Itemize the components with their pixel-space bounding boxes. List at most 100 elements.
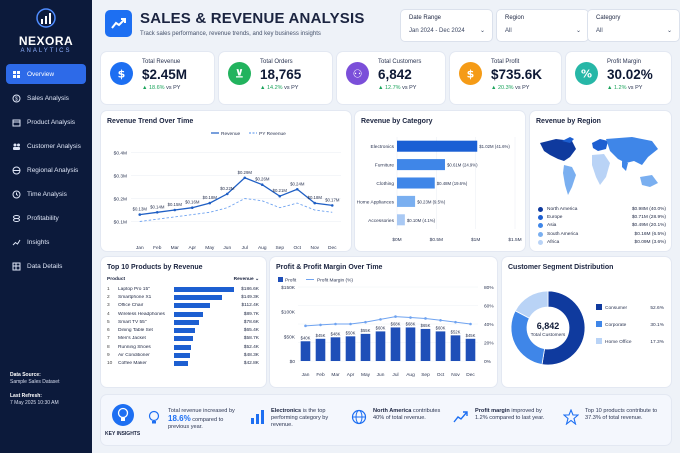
product-name: Air Conditioner (118, 353, 150, 359)
chevron-down-icon: ⌄ (479, 28, 485, 34)
kpi-delta-suffix: vs PY (284, 85, 299, 91)
region-value: $0.71M (28.9%) (631, 214, 666, 220)
sidebar-item-customer-analysis[interactable]: Customer Analysis (6, 136, 86, 156)
margin-point (304, 324, 307, 328)
sidebar-item-label: Time Analysis (27, 190, 67, 198)
region-legend-row: Africa $0.09M (3.6%) (538, 238, 666, 246)
margin-point (424, 317, 427, 320)
legend-swatch (538, 239, 543, 245)
sidebar-item-label: Product Analysis (27, 118, 76, 126)
data-point (243, 176, 247, 180)
table-header: Product Revenue ⌄ (107, 277, 259, 282)
trend-icon (12, 239, 21, 245)
dollar-icon: $ (110, 62, 133, 85)
users-icon (13, 143, 20, 150)
x-tick-label: Oct (437, 372, 445, 378)
brand-sub: ANALYTICS (20, 48, 72, 54)
revenue-bar-track (174, 344, 234, 350)
date-range-filter[interactable]: Date Range Jan 2024 - Dec 2024 ⌄ (401, 10, 492, 41)
region-filter[interactable]: Region All ⌄ (497, 10, 588, 41)
data-label: $0.29M (238, 170, 253, 175)
kpi-delta-suffix: vs PY (628, 85, 643, 91)
profit-bar (450, 335, 461, 361)
header-chart-icon (105, 10, 132, 37)
sidebar-item-data-details[interactable]: Data Details (6, 256, 86, 276)
table-row: 5 Smart TV 55" $78.6K (107, 318, 259, 326)
category-filter[interactable]: Category All ⌄ (588, 10, 679, 41)
chevron-down-icon: ⌄ (575, 28, 581, 34)
data-label: $55K (361, 328, 371, 333)
svg-text:⊻: ⊻ (235, 68, 244, 81)
sidebar-item-insights[interactable]: Insights (6, 232, 86, 252)
revenue-value: $89.7K (243, 311, 259, 317)
data-label: $0.17M (325, 197, 340, 202)
sidebar-item-regional-analysis[interactable]: Regional Analysis (6, 160, 86, 180)
insight-item: Profit margin improved by 1.2% compared … (453, 406, 553, 436)
revenue-value: $186.6K (241, 286, 259, 292)
sidebar: NEXORA ANALYTICS Overview $ Sales Analysis… (0, 0, 92, 453)
kpi-value: $2.45M (142, 67, 188, 82)
bulb-icon (148, 410, 160, 424)
insight-item: Top 10 products contribute to 37.3% of t… (563, 406, 663, 436)
sidebar-item-time-analysis[interactable]: Time Analysis (6, 184, 86, 204)
sidebar-item-profitability[interactable]: Profitability (6, 208, 86, 228)
kpi-label: Total Orders (260, 59, 293, 65)
revenue-bar-track (174, 286, 234, 292)
kpi-delta: ▲ 20.3% vs PY (491, 85, 529, 91)
y-tick-label: $0.2M (114, 197, 127, 203)
x-tick-label: Jul (242, 245, 248, 251)
data-label: $0.22M (220, 186, 235, 191)
svg-text:⚇: ⚇ (353, 68, 363, 81)
sidebar-item-sales-analysis[interactable]: $ Sales Analysis (6, 88, 86, 108)
insight-item: Total revenue increased by 18.6% compared… (146, 406, 246, 436)
sidebar-nav: Overview $ Sales Analysis Product Analysis C… (6, 64, 86, 280)
x-tick-label: Oct (294, 245, 302, 251)
profit-bar (465, 338, 476, 361)
category-label: Home Appliances (357, 199, 395, 205)
svg-text:$: $ (15, 96, 18, 102)
sidebar-item-overview[interactable]: Overview (6, 64, 86, 84)
svg-text:$: $ (467, 68, 475, 81)
region-name: North America (547, 206, 578, 212)
table-row: 6 Dining Table Set $65.4K (107, 326, 259, 334)
table-row: 2 Smartphone X1 $149.3K (107, 293, 259, 301)
revenue-col-header[interactable]: Revenue ⌄ (233, 277, 259, 282)
margin-point (334, 322, 337, 326)
table-row: 7 Men's Jacket $58.7K (107, 335, 259, 343)
sidebar-item-product-analysis[interactable]: Product Analysis (6, 112, 86, 132)
profit-card: Profit & Profit Margin Over Time Profit P… (270, 257, 497, 387)
x-tick-label: Nov (451, 372, 460, 378)
y-right-tick: 40% (484, 322, 494, 328)
x-tick-label: Dec (466, 372, 475, 378)
revenue-value: $65.4K (243, 328, 259, 334)
revenue-value: $78.6K (243, 319, 259, 325)
page-title: SALES & REVENUE ANALYSIS (140, 10, 365, 27)
product-name: Smartphone X1 (118, 294, 152, 300)
kpi-card-total-orders: ⊻ Total Orders 18,765 ▲ 14.2% vs PY (219, 52, 332, 104)
x-tick-label: Jan (136, 245, 144, 251)
revenue-trend-card: Revenue Trend Over Time Revenue PY Revenu… (101, 111, 351, 251)
data-label: $60K (436, 325, 446, 330)
x-tick-label: Apr (189, 245, 197, 251)
chart-title: Revenue by Category (361, 118, 433, 125)
data-label: $50K (346, 330, 356, 335)
world-map (540, 137, 658, 195)
region-name: Europe (547, 214, 563, 220)
filter-label: Category (596, 15, 621, 21)
grid-icon (13, 70, 20, 78)
filter-value: Jan 2024 - Dec 2024 (409, 28, 465, 34)
legend-value: 52.6% (650, 305, 664, 311)
insight-text: Profit margin improved by 1.2% compared … (475, 408, 545, 422)
cart-icon: ⊻ (228, 62, 251, 85)
rank: 3 (107, 303, 110, 309)
revenue-bar (174, 361, 188, 367)
filter-label: Region (505, 15, 525, 21)
profit-bar (420, 328, 431, 361)
product-name: Smart TV 55" (118, 319, 147, 325)
region-value: $0.09M (3.6%) (634, 239, 666, 245)
revenue-bar (174, 303, 211, 309)
data-point (295, 188, 299, 191)
percent-icon: % (575, 62, 598, 85)
legend-label: Profit (285, 278, 297, 284)
